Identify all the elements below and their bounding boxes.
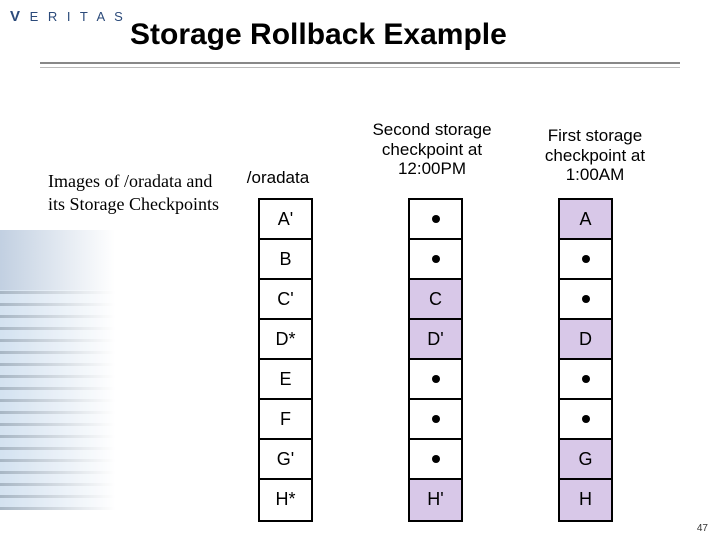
storage-cell: B [260, 240, 311, 280]
reference-dot [582, 375, 590, 383]
divider-thin [40, 67, 680, 68]
veritas-logo: V E R I T A S [10, 8, 126, 25]
reference-dot [582, 415, 590, 423]
storage-cell: H' [410, 480, 461, 520]
reference-dot [432, 415, 440, 423]
storage-cell: D' [410, 320, 461, 360]
storage-cell: D [560, 320, 611, 360]
storage-cell [410, 400, 461, 440]
storage-cell [560, 280, 611, 320]
storage-cell [410, 200, 461, 240]
reference-dot [582, 255, 590, 263]
diagram-caption: Images of /oradata and its Storage Check… [48, 170, 228, 215]
storage-cell [560, 400, 611, 440]
storage-cell: G [560, 440, 611, 480]
page-title: Storage Rollback Example [130, 18, 507, 52]
page-number: 47 [697, 523, 708, 534]
column-first-checkpoint: A D GH [558, 198, 613, 522]
reference-dot [582, 295, 590, 303]
storage-cell: D* [260, 320, 311, 360]
decorative-stripes [0, 290, 115, 510]
column-header-first-checkpoint: First storage checkpoint at 1:00AM [520, 126, 670, 185]
column-header-oradata: /oradata [238, 168, 318, 188]
storage-cell [410, 360, 461, 400]
storage-cell: C [410, 280, 461, 320]
column-second-checkpoint: CD' H' [408, 198, 463, 522]
storage-cell: A' [260, 200, 311, 240]
storage-cell: H* [260, 480, 311, 520]
storage-cell: F [260, 400, 311, 440]
reference-dot [432, 255, 440, 263]
reference-dot [432, 215, 440, 223]
column-oradata: A'BC'D*EFG'H* [258, 198, 313, 522]
decorative-gradient [0, 230, 115, 290]
storage-cell: C' [260, 280, 311, 320]
storage-cell [560, 360, 611, 400]
reference-dot [432, 375, 440, 383]
storage-cell: H [560, 480, 611, 520]
storage-cell: A [560, 200, 611, 240]
column-header-second-checkpoint: Second storage checkpoint at 12:00PM [362, 120, 502, 179]
storage-cell: E [260, 360, 311, 400]
storage-diagram: /oradata Second storage checkpoint at 12… [250, 120, 680, 500]
storage-cell: G' [260, 440, 311, 480]
storage-cell [410, 440, 461, 480]
storage-cell [410, 240, 461, 280]
divider-thick [40, 62, 680, 64]
reference-dot [432, 455, 440, 463]
storage-cell [560, 240, 611, 280]
